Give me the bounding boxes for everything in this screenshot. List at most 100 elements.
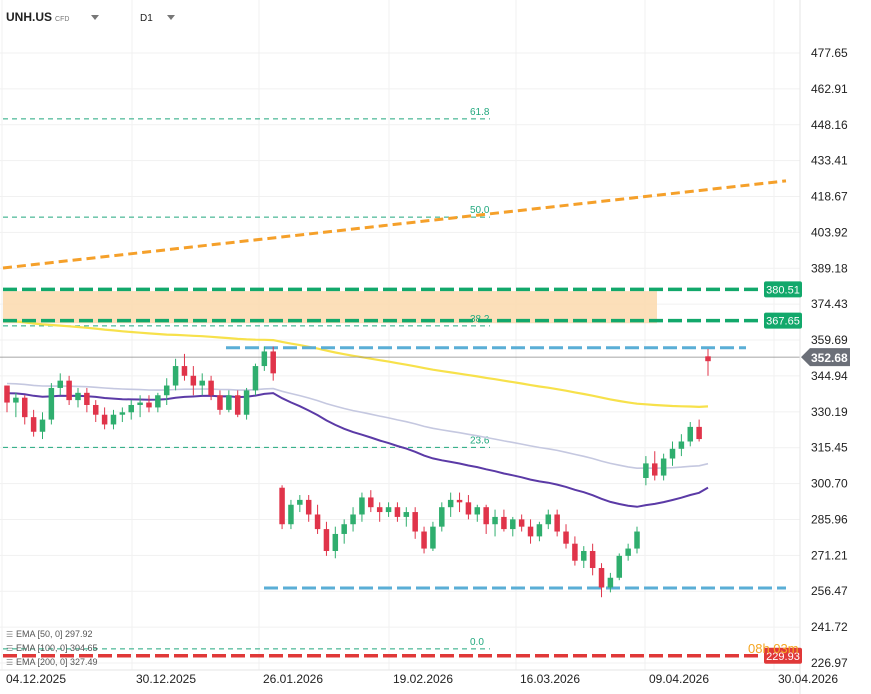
candle-body (172, 366, 179, 386)
chart-gridlines (0, 0, 800, 670)
supply-zone (3, 291, 657, 324)
y-tick-label-16: 241.72 (811, 620, 848, 634)
candle-body (536, 524, 543, 537)
candle-body (163, 385, 170, 396)
candle-body (483, 507, 489, 525)
candle-body (492, 516, 498, 525)
y-tick-label-9: 344.94 (811, 369, 848, 383)
y-tick-label-13: 285.96 (811, 512, 848, 526)
candle-body (288, 504, 294, 525)
y-tick-label-12: 300.70 (811, 477, 848, 491)
candle-body (84, 392, 90, 405)
candle-body (598, 568, 605, 588)
candle-body (323, 529, 330, 551)
price-tags: 380.51 367.65 229.93 352.68 (764, 281, 850, 664)
legend-ema50[interactable]: ☰ EMA [50, 0] 297.92 (6, 629, 93, 639)
candle-body (430, 526, 436, 549)
x-tick-label-3: 19.02.2026 (393, 672, 453, 686)
candle-body (652, 463, 658, 476)
candle-body (39, 419, 46, 432)
candle-body (297, 499, 303, 505)
x-tick-label-6: 30.04.2026 (778, 672, 838, 686)
candle-body (616, 555, 623, 578)
settings-lines-icon[interactable]: ☰ (6, 644, 14, 653)
candle-body (332, 533, 339, 551)
y-tick-label-2: 448.16 (811, 118, 848, 132)
timeframe-dropdown-chevron-down-icon[interactable] (167, 15, 175, 20)
candle-body (447, 499, 454, 508)
candle-body (190, 375, 197, 386)
candle-body (510, 519, 516, 530)
x-tick-label-5: 09.04.2026 (649, 672, 709, 686)
candle-body (110, 414, 117, 425)
candle-body (199, 380, 205, 386)
candle-body (545, 514, 552, 525)
candle-body (634, 531, 640, 549)
candle-body (625, 548, 631, 556)
candle-body (376, 507, 383, 513)
legend-ema100[interactable]: ☰ EMA [100, 0] 304.65 (6, 643, 98, 653)
price-tag-box-2 (764, 647, 802, 664)
settings-lines-icon[interactable]: ☰ (6, 630, 14, 639)
x-tick-label-4: 16.03.2026 (520, 672, 580, 686)
horizontal-levels (0, 179, 800, 658)
candle-body (234, 395, 241, 415)
legend-ema200-label: EMA [200, 0] 327.49 (16, 657, 98, 667)
fib-label-3: 23.6 (470, 435, 490, 446)
price-tag-label-1: 367.65 (766, 316, 800, 328)
candle-body (92, 404, 99, 415)
current-price-tag (801, 348, 850, 367)
candle-body (572, 543, 578, 561)
candle-body (341, 524, 347, 534)
candle-body (261, 351, 268, 367)
ema200-line (6, 319, 709, 409)
trendline-dashed (2, 179, 787, 270)
candle-body (181, 366, 188, 376)
y-tick-label-1: 462.91 (811, 82, 848, 96)
y-tick-label-10: 330.19 (811, 405, 848, 419)
y-tick-label-8: 359.69 (811, 333, 848, 347)
symbol-type: CFD (55, 16, 70, 23)
candle-body (687, 426, 694, 442)
y-tick-label-15: 256.47 (811, 584, 848, 598)
price-axis[interactable]: 477.65 462.91 448.16 433.41 418.67 403.92 389.… (799, 0, 848, 694)
ema100-line (6, 382, 709, 470)
candle-body (279, 487, 285, 525)
candle-body (243, 390, 250, 415)
date-axis[interactable]: 04.12.2025 30.12.2025 26.01.2026 19.02.2026… (0, 669, 838, 686)
candle-body (456, 499, 463, 503)
candle-body (527, 526, 534, 537)
candle-body (705, 356, 711, 362)
candle-body (669, 448, 676, 459)
fib-label-4: 0.0 (470, 637, 484, 648)
settings-lines-icon[interactable]: ☰ (6, 658, 14, 667)
symbol-selector[interactable]: UNH.US CFD (6, 10, 69, 24)
candle-body (128, 404, 134, 413)
y-tick-label-5: 403.92 (811, 225, 848, 239)
candle-body (501, 516, 507, 530)
zone-rect (3, 291, 657, 324)
candle-body (678, 441, 685, 449)
candle-body (554, 514, 560, 532)
candle-body (643, 463, 649, 478)
candle-body (30, 417, 37, 432)
price-tag-box-0 (764, 281, 802, 298)
legend-ema200[interactable]: ☰ EMA [200, 0] 327.49 (6, 657, 98, 667)
symbol-dropdown-chevron-down-icon[interactable] (91, 15, 99, 20)
ema50-line (6, 392, 709, 508)
y-tick-label-4: 418.67 (811, 190, 848, 204)
candle-body (412, 512, 418, 532)
candle-body (394, 507, 401, 517)
bar-countdown-timer: 08h 03m (748, 641, 799, 656)
timeframe-selector[interactable]: D1 (140, 13, 153, 24)
candle-body (57, 380, 63, 388)
candle-body (359, 497, 365, 515)
candle-body (660, 458, 667, 476)
candle-body (305, 499, 312, 515)
candle-body (563, 531, 569, 544)
price-tag-box-1 (764, 312, 802, 329)
candle-body (607, 577, 614, 588)
symbol-name: UNH.US (6, 10, 53, 24)
candle-body (155, 395, 161, 408)
